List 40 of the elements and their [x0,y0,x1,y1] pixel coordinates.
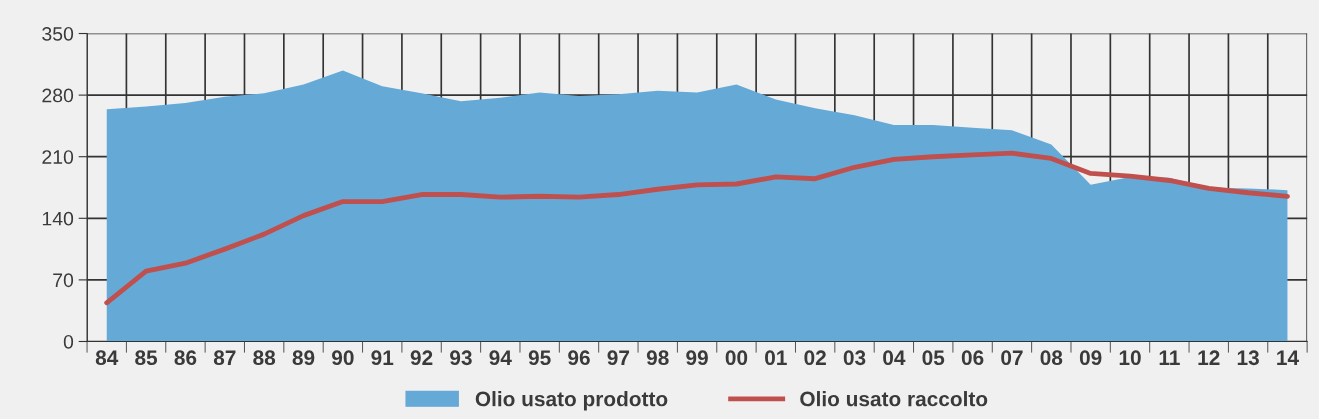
legend-label: Olio usato raccolto [800,391,988,407]
x-tick-label: 98 [646,350,669,366]
legend-label: Olio usato prodotto [475,391,668,411]
x-tick-label: 02 [804,350,826,366]
x-tick-label: 07 [1001,350,1023,366]
y-tick-label: 0 [63,334,74,349]
x-tick-label: 11 [1159,350,1180,365]
x-tick-label: 12 [1198,350,1220,365]
x-tick-label: 84 [95,350,119,366]
x-tick-label: 92 [410,350,433,366]
x-tick-label: 04 [883,350,906,366]
x-tick-label: 87 [213,350,236,366]
x-tick-label: 00 [725,350,748,366]
y-tick-label: 210 [42,150,74,164]
x-tick-label: 85 [135,350,158,366]
x-tick-label: 93 [450,350,472,366]
x-tick-label: 91 [371,350,394,366]
x-tick-label: 08 [1040,350,1063,366]
x-tick-label: 10 [1119,350,1141,366]
x-tick-label: 14 [1277,350,1299,365]
x-tick-label: 13 [1237,350,1259,366]
y-tick-label: 350 [42,26,74,41]
x-tick-label: 03 [843,350,866,366]
line-series [104,150,1290,306]
x-tick-label: 94 [489,350,512,366]
x-tick-label: 90 [332,350,354,366]
x-tick-label: 97 [607,350,630,366]
x-tick-label: 95 [528,350,551,366]
x-tick-label: 06 [961,350,984,366]
x-tick-label: 89 [292,350,315,366]
x-tick-label: 86 [174,350,197,366]
x-tick-label: 09 [1079,350,1102,366]
x-tick-label: 01 [765,350,787,366]
y-tick-label: 280 [42,88,74,103]
x-tick-label: 99 [686,350,708,366]
y-tick-label: 70 [53,273,74,288]
x-tick-label: 05 [922,350,945,366]
x-tick-label: 96 [568,350,590,366]
x-tick-label: 88 [253,350,276,366]
y-tick-label: 140 [42,211,74,226]
